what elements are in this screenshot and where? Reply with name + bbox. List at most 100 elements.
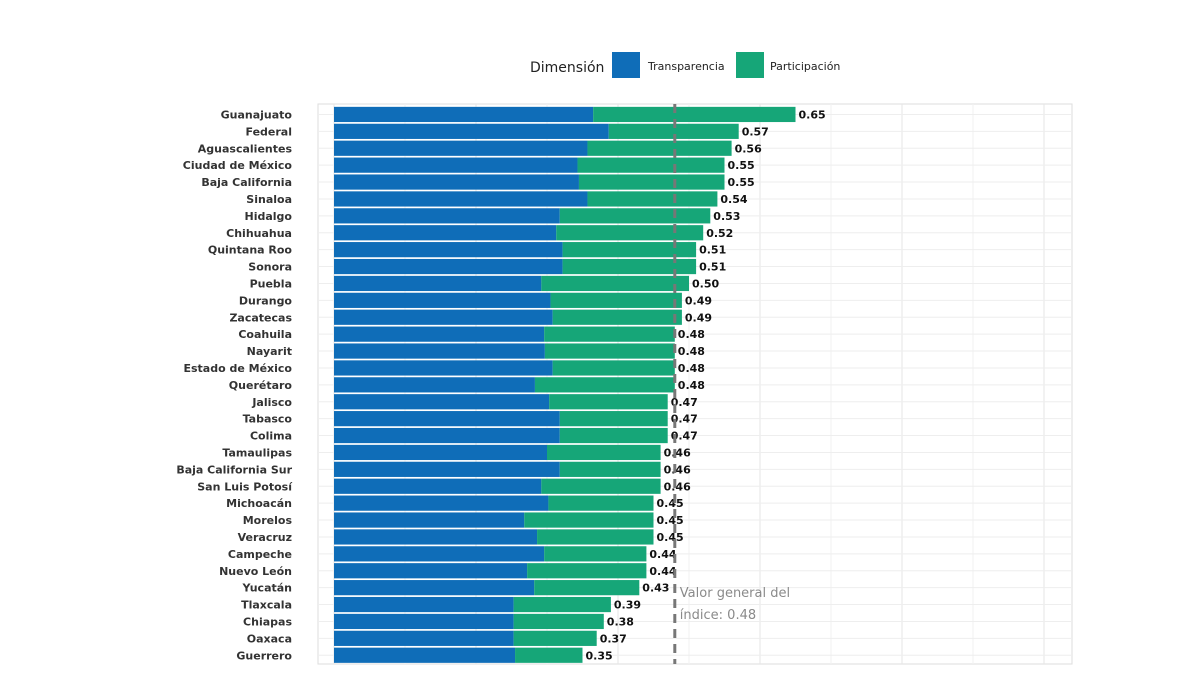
bar-transparencia xyxy=(334,427,560,444)
value-label: 0.55 xyxy=(728,159,755,172)
value-label: 0.38 xyxy=(607,615,634,628)
category-label: Quintana Roo xyxy=(208,244,293,257)
value-label: 0.45 xyxy=(657,497,684,510)
bar-participacion xyxy=(549,394,668,410)
bar-participacion xyxy=(552,309,682,325)
value-label: 0.65 xyxy=(799,108,826,121)
bar-participacion xyxy=(593,106,796,123)
legend-entry: Transparencia xyxy=(647,60,725,73)
category-label: Yucatán xyxy=(242,582,292,595)
category-label: Colima xyxy=(250,430,292,443)
category-label: Coahuila xyxy=(238,328,292,341)
value-label: 0.46 xyxy=(664,446,691,459)
bar-transparencia xyxy=(334,377,535,393)
category-label: Sonora xyxy=(248,261,292,274)
value-label: 0.47 xyxy=(671,413,698,426)
legend: Dimensión Transparencia Participación xyxy=(530,52,840,78)
bar-transparencia xyxy=(334,225,557,241)
value-label: 0.53 xyxy=(713,210,740,223)
bar-transparencia xyxy=(334,242,563,258)
value-label: 0.43 xyxy=(642,582,669,595)
bar-transparencia xyxy=(334,563,528,579)
category-label: Campeche xyxy=(228,548,292,561)
value-label: 0.46 xyxy=(664,480,691,493)
category-label: Durango xyxy=(239,294,293,307)
category-label: Oaxaca xyxy=(247,632,292,645)
category-label: Baja California xyxy=(201,176,292,189)
category-label: Puebla xyxy=(250,277,292,290)
bar-transparencia xyxy=(334,394,550,410)
category-label: Michoacán xyxy=(226,497,292,510)
category-label: Veracruz xyxy=(238,531,292,544)
category-label: Hidalgo xyxy=(245,210,293,223)
bar-participacion xyxy=(513,596,611,613)
category-label: Morelos xyxy=(243,514,293,527)
bar-participacion xyxy=(559,208,711,224)
category-labels: Guanajuato Federal Aguascalientes Ciudad de… xyxy=(176,108,293,662)
bar-participacion xyxy=(513,613,604,630)
bar-transparencia xyxy=(334,106,594,123)
legend-swatch xyxy=(612,52,640,78)
bar-transparencia xyxy=(334,529,538,545)
value-label: 0.56 xyxy=(735,142,762,155)
category-label: Aguascalientes xyxy=(198,142,293,155)
bar-transparencia xyxy=(334,613,514,630)
category-label: Querétaro xyxy=(229,379,293,392)
bar-transparencia xyxy=(334,461,560,477)
bar-transparencia xyxy=(334,444,547,461)
bar-participacion xyxy=(556,225,704,241)
bar-transparencia xyxy=(334,157,578,173)
bar-participacion xyxy=(559,411,668,427)
value-label: 0.44 xyxy=(649,548,676,561)
value-label: 0.49 xyxy=(685,311,712,324)
bar-transparencia xyxy=(334,546,545,562)
bar-transparencia xyxy=(334,630,514,646)
legend-title: Dimensión xyxy=(530,60,604,76)
value-label: 0.45 xyxy=(657,514,684,527)
category-label: Chiapas xyxy=(243,615,292,628)
bar-transparencia xyxy=(334,258,563,275)
bar-transparencia xyxy=(334,191,588,207)
value-label: 0.48 xyxy=(678,379,705,392)
category-label: Federal xyxy=(246,125,292,138)
value-label: 0.45 xyxy=(657,531,684,544)
bar-transparencia xyxy=(334,411,560,427)
category-label: San Luis Potosí xyxy=(197,480,293,493)
bar-transparencia xyxy=(334,123,609,139)
bar-transparencia xyxy=(334,326,545,342)
bar-participacion xyxy=(559,461,661,477)
bar-participacion xyxy=(544,343,675,359)
category-label: Baja California Sur xyxy=(176,463,292,476)
bar-participacion xyxy=(578,174,725,190)
bar-participacion xyxy=(534,377,675,393)
bar-participacion xyxy=(548,495,654,511)
bar-transparencia xyxy=(334,343,545,359)
bar-participacion xyxy=(513,630,597,646)
bar-participacion xyxy=(587,191,718,207)
bar-transparencia xyxy=(334,275,542,292)
bars xyxy=(334,106,796,663)
value-label: 0.47 xyxy=(671,430,698,443)
bar-transparencia xyxy=(334,292,551,308)
value-label: 0.44 xyxy=(649,565,676,578)
category-label: Zacatecas xyxy=(229,311,292,324)
value-label: 0.52 xyxy=(706,227,733,240)
category-label: Jalisco xyxy=(251,396,292,409)
category-label: Guerrero xyxy=(236,649,292,662)
bar-transparencia xyxy=(334,309,553,325)
bar-participacion xyxy=(515,647,583,663)
bar-participacion xyxy=(608,123,739,139)
bar-participacion xyxy=(562,242,697,258)
category-label: Sinaloa xyxy=(246,193,292,206)
value-label: 0.39 xyxy=(614,599,641,612)
bar-participacion xyxy=(541,275,689,292)
bar-transparencia xyxy=(334,512,525,528)
bar-participacion xyxy=(587,140,732,156)
bar-participacion xyxy=(544,546,647,562)
value-label: 0.51 xyxy=(699,244,726,257)
legend-swatch xyxy=(736,52,764,78)
category-label: Nuevo León xyxy=(219,565,292,578)
value-labels: 0.65 0.57 0.56 0.55 0.55 0.54 0.53 0.52 0.51 0.51… xyxy=(586,108,826,662)
bar-transparencia xyxy=(334,495,549,511)
value-label: 0.46 xyxy=(664,463,691,476)
